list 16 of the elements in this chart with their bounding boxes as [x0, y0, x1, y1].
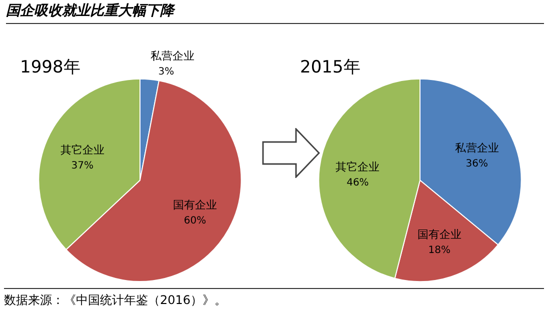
chart-title: 2015年: [300, 58, 360, 78]
slice-label: 其它企业: [336, 160, 380, 174]
data-label: 46%: [346, 177, 369, 188]
text: 1998年: [20, 58, 80, 78]
data-label: 60%: [184, 215, 206, 226]
slice-label: 国有企业: [173, 198, 218, 212]
data-label: 3%: [158, 66, 174, 78]
data-label: 37%: [71, 160, 94, 172]
slice-label: 私营企业: [150, 49, 194, 62]
data-label: 36%: [466, 158, 488, 170]
slice-label: 其它企业: [60, 143, 104, 156]
data-label: 18%: [428, 244, 451, 256]
slice-label: 国有企业: [417, 228, 462, 241]
source-note: 数据来源：《中国统计年鉴（2016）》。: [4, 292, 227, 309]
slice-label: 私营企业: [454, 141, 499, 154]
text: 国企吸收就业比重大幅下降: [6, 2, 544, 24]
